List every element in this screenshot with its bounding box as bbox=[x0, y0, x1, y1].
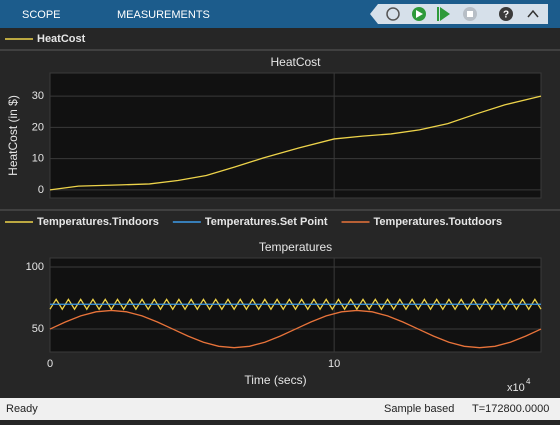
chart-title: Temperatures bbox=[259, 240, 332, 254]
status-bar bbox=[0, 398, 560, 420]
x-tick-label: 10 bbox=[328, 358, 340, 370]
series-line bbox=[49, 95, 542, 191]
chart-title: HeatCost bbox=[270, 55, 321, 69]
step-bar bbox=[437, 7, 439, 21]
run-icon bbox=[416, 10, 423, 18]
x-multiplier: x10 bbox=[507, 382, 525, 394]
y-tick-label: 50 bbox=[32, 323, 44, 335]
help-button[interactable] bbox=[499, 7, 513, 21]
y-tick-label: 0 bbox=[38, 184, 44, 196]
series-line bbox=[49, 298, 542, 311]
y-tick-label: 100 bbox=[26, 261, 44, 273]
y-tick-label: 30 bbox=[32, 90, 44, 102]
stop-icon bbox=[467, 11, 473, 17]
x-multiplier-exponent: 4 bbox=[526, 377, 531, 386]
series-line bbox=[49, 309, 542, 349]
step-button[interactable] bbox=[440, 7, 450, 21]
toolbar-panel bbox=[370, 4, 548, 24]
tab[interactable]: SCOPE bbox=[22, 9, 61, 21]
status-mode: Sample based bbox=[384, 403, 454, 415]
help-icon: ? bbox=[503, 10, 509, 21]
y-axis-label: HeatCost (in $) bbox=[6, 95, 20, 176]
plot-area bbox=[49, 72, 542, 199]
plot-area bbox=[49, 257, 542, 353]
status-text: Ready bbox=[6, 403, 38, 415]
tab[interactable]: MEASUREMENTS bbox=[117, 9, 210, 21]
legend-label: Temperatures.Toutdoors bbox=[374, 216, 503, 228]
collapse-button[interactable] bbox=[527, 9, 539, 18]
legend-label: Temperatures.Tindoors bbox=[37, 216, 159, 228]
legend-label: HeatCost bbox=[37, 33, 86, 45]
legend-label: Temperatures.Set Point bbox=[205, 216, 328, 228]
status-time: T=172800.0000 bbox=[472, 403, 549, 415]
y-axis-label: Temperature (in Fahrenhe bbox=[6, 235, 20, 374]
x-tick-label: 0 bbox=[47, 358, 53, 370]
y-tick-label: 20 bbox=[32, 121, 44, 133]
x-axis-label: Time (secs) bbox=[244, 373, 306, 387]
y-tick-label: 10 bbox=[32, 153, 44, 165]
step-back-button[interactable] bbox=[386, 7, 400, 21]
